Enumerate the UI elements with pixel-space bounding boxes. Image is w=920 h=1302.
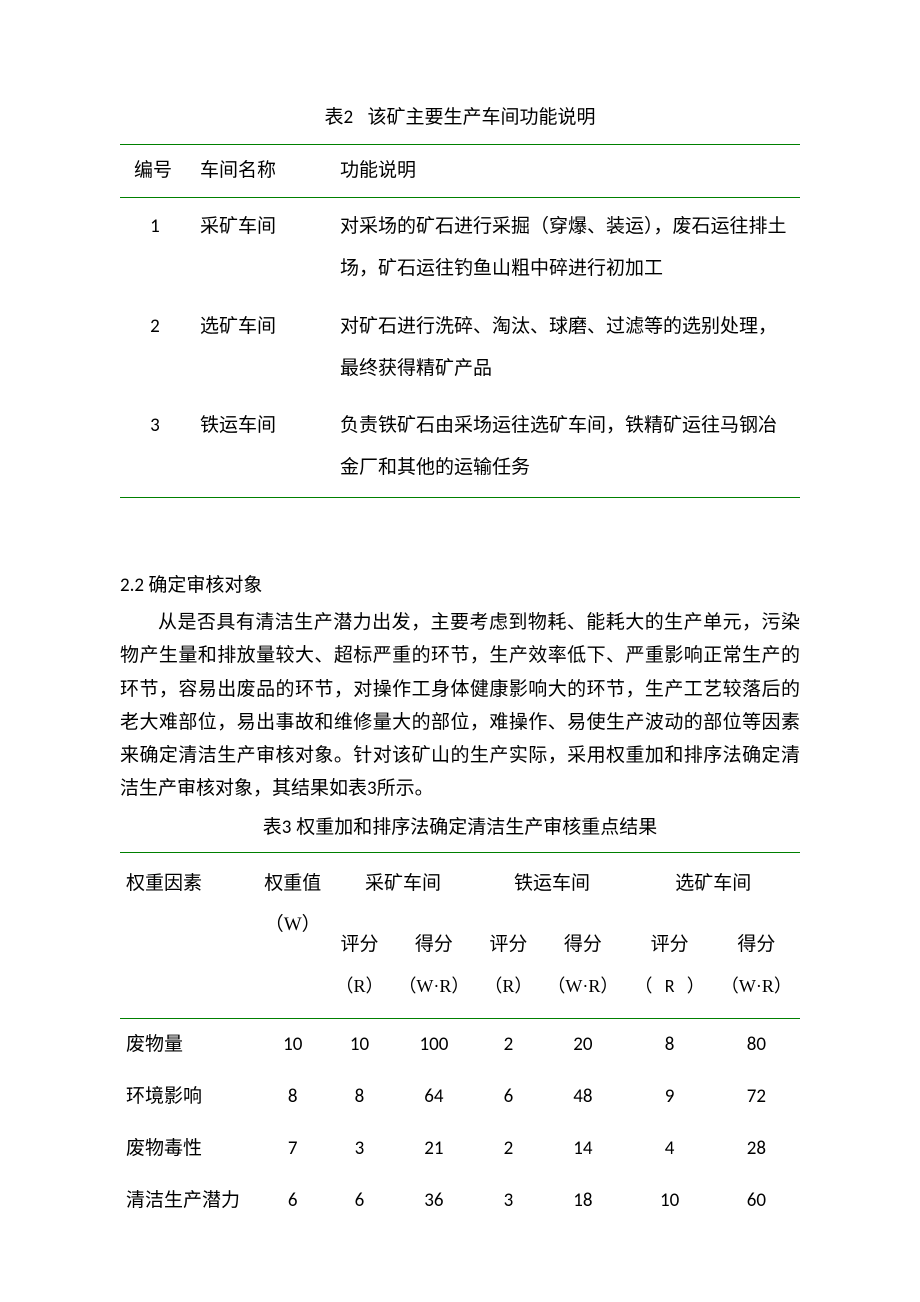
t3-r2: 2 <box>478 1123 540 1175</box>
table2-caption-prefix: 表 <box>325 107 344 128</box>
t3-factor: 清洁生产潜力 <box>120 1175 257 1227</box>
table2-caption-text: 该矿主要生产车间功能说明 <box>367 107 595 128</box>
t3-wr1: 100 <box>390 1019 477 1072</box>
points-sub: （W·R） <box>721 976 792 996</box>
t3-w: 10 <box>257 1019 329 1072</box>
section-title: 确定审核对象 <box>148 575 262 596</box>
table2-caption: 表2 该矿主要生产车间功能说明 <box>120 100 800 136</box>
table3-subheader: 得分 （W·R） <box>713 914 800 1018</box>
table2-cell-num: 2 <box>120 298 190 398</box>
t3-factor: 废物量 <box>120 1019 257 1072</box>
points-label: 得分 <box>737 934 775 955</box>
table2-cell-name: 采矿车间 <box>190 198 330 298</box>
table-row: 2 选矿车间 对矿石进行洗碎、淘汰、球磨、过滤等的选别处理，最终获得精矿产品 <box>120 298 800 398</box>
t3-wr3: 80 <box>713 1019 800 1072</box>
table2-header-desc: 功能说明 <box>330 145 800 198</box>
table2-cell-desc: 对采场的矿石进行采掘（穿爆、装运），废石运往排土场，矿石运往钓鱼山粗中碎进行初加… <box>330 198 800 298</box>
score-sub-open: （ <box>635 976 653 996</box>
table2-cell-desc: 对矿石进行洗碎、淘汰、球磨、过滤等的选别处理，最终获得精矿产品 <box>330 298 800 398</box>
header-factor-label: 权重因素 <box>126 873 202 894</box>
t3-wr2: 14 <box>539 1123 626 1175</box>
t3-r1: 3 <box>329 1123 391 1175</box>
table2-header-name: 车间名称 <box>190 145 330 198</box>
t3-r2: 2 <box>478 1019 540 1072</box>
table2-body: 1 采矿车间 对采场的矿石进行采掘（穿爆、装运），废石运往排土场，矿石运往钓鱼山… <box>120 198 800 498</box>
table2-cell-name: 铁运车间 <box>190 397 330 497</box>
table3-header-ws3: 选矿车间 <box>626 852 800 914</box>
score-sub: （R） <box>484 976 532 996</box>
table3-header-factor: 权重因素 <box>120 852 257 1018</box>
points-sub: （W·R） <box>547 976 618 996</box>
table3-header-row1: 权重因素 权重值 （W） 采矿车间 铁运车间 选矿车间 <box>120 852 800 914</box>
t3-factor: 环境影响 <box>120 1071 257 1123</box>
header-weight-sub: （W） <box>265 914 321 935</box>
t3-wr1: 36 <box>390 1175 477 1227</box>
table3-subheader: 得分 （W·R） <box>539 914 626 1018</box>
table3-subheader: 评分 （ R ） <box>626 914 712 1018</box>
table3-caption: 表3 权重加和排序法确定清洁生产审核重点结果 <box>120 810 800 846</box>
table2-caption-num: 2 <box>344 106 354 129</box>
table2-header-num: 编号 <box>120 145 190 198</box>
t3-r1: 8 <box>329 1071 391 1123</box>
t3-factor: 废物毒性 <box>120 1123 257 1175</box>
score-sub: （R） <box>335 976 383 996</box>
points-label: 得分 <box>415 934 453 955</box>
table3-header-weight: 权重值 （W） <box>257 852 329 1018</box>
table3-caption-text: 权重加和排序法确定清洁生产审核重点结果 <box>296 817 657 838</box>
paragraph-num: 3 <box>367 777 377 800</box>
points-label: 得分 <box>564 934 602 955</box>
t3-r3: 4 <box>626 1123 712 1175</box>
section-paragraph: 从是否具有清洁生产潜力出发，主要考虑到物耗、能耗大的生产单元，污染物产生量和排放… <box>120 606 800 806</box>
section-num: 2.2 <box>120 574 144 597</box>
score-sub-close: ） <box>687 976 705 996</box>
table2: 编号 车间名称 功能说明 1 采矿车间 对采场的矿石进行采掘（穿爆、装运），废石… <box>120 144 800 498</box>
table2-cell-num: 1 <box>120 198 190 298</box>
table-row: 1 采矿车间 对采场的矿石进行采掘（穿爆、装运），废石运往排土场，矿石运往钓鱼山… <box>120 198 800 298</box>
score-sub-mid: R <box>665 975 675 997</box>
t3-r3: 8 <box>626 1019 712 1072</box>
table3-caption-prefix: 表 <box>263 817 282 838</box>
points-sub: （W·R） <box>398 976 469 996</box>
t3-wr3: 72 <box>713 1071 800 1123</box>
table3: 权重因素 权重值 （W） 采矿车间 铁运车间 选矿车间 评分 （R） 得分 （W… <box>120 852 800 1228</box>
section-heading: 2.2 确定审核对象 <box>120 568 800 604</box>
t3-w: 6 <box>257 1175 329 1227</box>
t3-wr1: 64 <box>390 1071 477 1123</box>
score-label: 评分 <box>489 934 527 955</box>
t3-r1: 6 <box>329 1175 391 1227</box>
t3-r1: 10 <box>329 1019 391 1072</box>
table3-header-ws1: 采矿车间 <box>329 852 478 914</box>
t3-w: 8 <box>257 1071 329 1123</box>
table-row: 清洁生产潜力 6 6 36 3 18 10 60 <box>120 1175 800 1227</box>
t3-r3: 9 <box>626 1071 712 1123</box>
table3-caption-num: 3 <box>282 816 292 839</box>
t3-r2: 6 <box>478 1071 540 1123</box>
header-weight-label: 权重值 <box>264 873 321 894</box>
t3-wr2: 48 <box>539 1071 626 1123</box>
paragraph-text-b: 所示。 <box>377 778 434 799</box>
table3-header-ws2: 铁运车间 <box>478 852 627 914</box>
t3-w: 7 <box>257 1123 329 1175</box>
table-row: 废物量 10 10 100 2 20 8 80 <box>120 1019 800 1072</box>
table-row: 环境影响 8 8 64 6 48 9 72 <box>120 1071 800 1123</box>
t3-wr1: 21 <box>390 1123 477 1175</box>
table2-cell-num: 3 <box>120 397 190 497</box>
paragraph-text-a: 从是否具有清洁生产潜力出发，主要考虑到物耗、能耗大的生产单元，污染物产生量和排放… <box>120 612 800 799</box>
table-row: 废物毒性 7 3 21 2 14 4 28 <box>120 1123 800 1175</box>
table-row: 3 铁运车间 负责铁矿石由采场运往选矿车间，铁精矿运往马钢冶金厂和其他的运输任务 <box>120 397 800 497</box>
t3-r3: 10 <box>626 1175 712 1227</box>
t3-r2: 3 <box>478 1175 540 1227</box>
t3-wr3: 28 <box>713 1123 800 1175</box>
table3-subheader: 得分 （W·R） <box>390 914 477 1018</box>
t3-wr3: 60 <box>713 1175 800 1227</box>
table2-cell-name: 选矿车间 <box>190 298 330 398</box>
table3-subheader: 评分 （R） <box>478 914 540 1018</box>
t3-wr2: 20 <box>539 1019 626 1072</box>
table2-cell-desc: 负责铁矿石由采场运往选矿车间，铁精矿运往马钢冶金厂和其他的运输任务 <box>330 397 800 497</box>
table3-body: 废物量 10 10 100 2 20 8 80 环境影响 8 8 64 6 48… <box>120 1019 800 1228</box>
table3-subheader: 评分 （R） <box>329 914 391 1018</box>
t3-wr2: 18 <box>539 1175 626 1227</box>
score-label: 评分 <box>651 934 689 955</box>
score-label: 评分 <box>340 934 378 955</box>
